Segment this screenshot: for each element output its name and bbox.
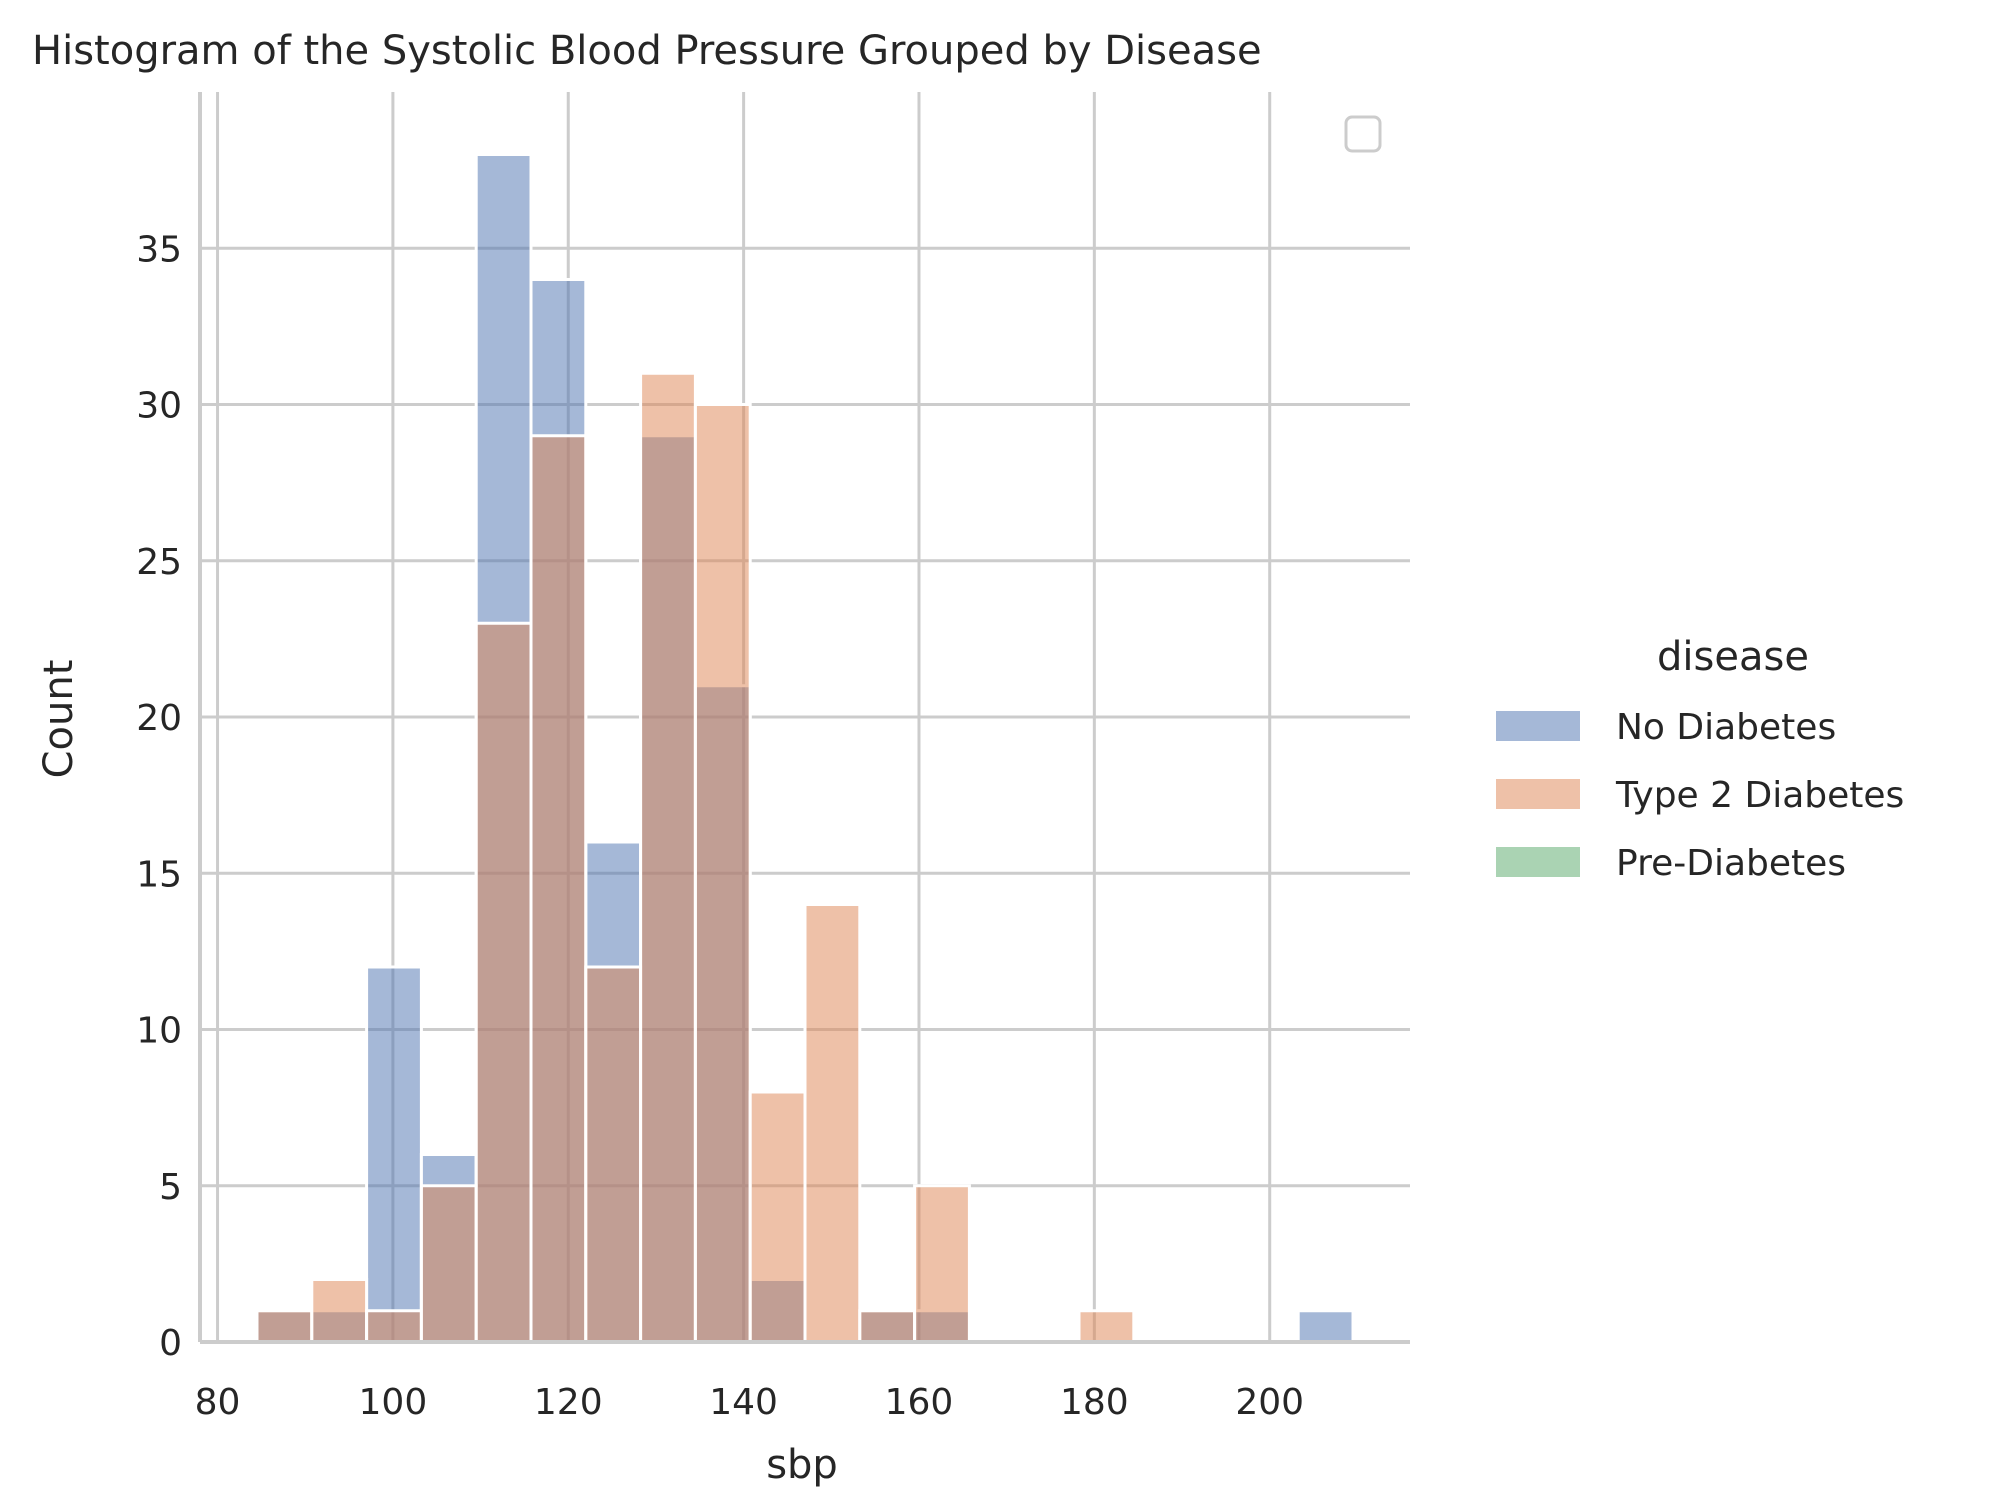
- x-ticks: 80 100 120 140 160 180 200: [195, 1382, 1304, 1423]
- x-tick-label: 100: [359, 1382, 428, 1423]
- bar-type-2-diabetes: [310, 1278, 369, 1344]
- x-tick-label: 120: [534, 1382, 603, 1423]
- empty-legend-box: [1344, 115, 1382, 153]
- y-tick-label: 35: [136, 229, 182, 270]
- legend-swatch: [1496, 779, 1580, 809]
- y-axis-label: Count: [36, 660, 82, 779]
- bar-type-2-diabetes: [858, 1309, 917, 1344]
- legend-label: Pre-Diabetes: [1616, 843, 1846, 884]
- legend-swatch: [1496, 847, 1580, 877]
- grid: [200, 92, 1410, 1344]
- bar-type-2-diabetes: [419, 1184, 478, 1344]
- legend-title: disease: [1657, 634, 1809, 680]
- x-tick-label: 140: [709, 1382, 778, 1423]
- bar-type-2-diabetes: [803, 903, 862, 1344]
- x-tick-label: 200: [1235, 1382, 1304, 1423]
- legend-swatch: [1496, 711, 1580, 741]
- y-tick-label: 30: [136, 386, 182, 427]
- bar-type-2-diabetes: [693, 403, 752, 1344]
- chart-title: Histogram of the Systolic Blood Pressure…: [32, 28, 1262, 74]
- bar-no-diabetes: [1296, 1309, 1355, 1344]
- bars: [255, 153, 1355, 1344]
- bar-type-2-diabetes: [913, 1184, 971, 1344]
- axes: [198, 92, 1410, 1344]
- y-tick-label: 5: [159, 1167, 182, 1208]
- bar-type-2-diabetes: [584, 965, 643, 1344]
- y-tick-label: 15: [136, 854, 182, 895]
- x-axis-label: sbp: [766, 1442, 838, 1488]
- x-tick-label: 80: [195, 1382, 241, 1423]
- bar-type-2-diabetes: [255, 1309, 314, 1344]
- y-tick-label: 10: [136, 1011, 182, 1052]
- bar-type-2-diabetes: [365, 1309, 423, 1344]
- bar-type-2-diabetes: [529, 434, 588, 1344]
- y-ticks: 0 5 10 15 20 25 30 35: [136, 229, 182, 1364]
- bar-type-2-diabetes: [1077, 1309, 1136, 1344]
- legend: disease No Diabetes Type 2 Diabetes Pre-Di…: [1496, 634, 1904, 884]
- bar-type-2-diabetes: [639, 371, 697, 1344]
- x-tick-label: 180: [1060, 1382, 1129, 1423]
- y-tick-label: 20: [136, 698, 182, 739]
- y-tick-label: 0: [159, 1323, 182, 1364]
- legend-label: Type 2 Diabetes: [1615, 775, 1904, 816]
- legend-label: No Diabetes: [1616, 707, 1836, 748]
- bar-type-2-diabetes: [748, 1090, 807, 1344]
- y-tick-label: 25: [136, 542, 182, 583]
- bar-no-diabetes: [365, 965, 423, 1344]
- x-tick-label: 160: [885, 1382, 954, 1423]
- bar-type-2-diabetes: [474, 621, 533, 1344]
